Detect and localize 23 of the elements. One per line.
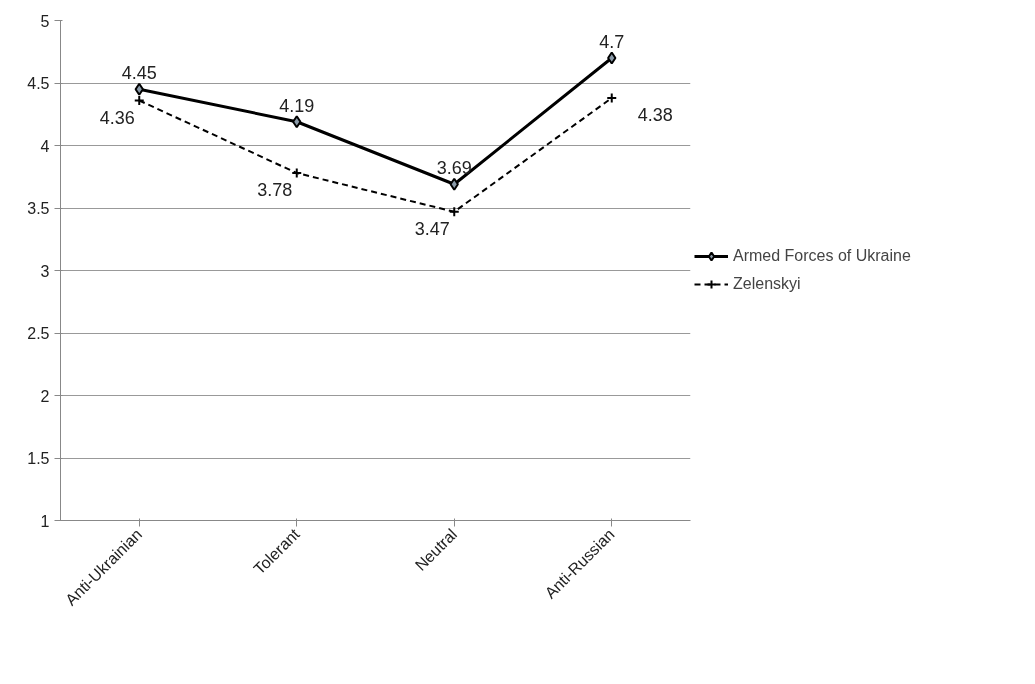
data-label: 4.45 [121, 63, 157, 84]
y-tick-label: 1 [40, 512, 50, 530]
legend-label: Armed Forces of Ukraine [733, 247, 911, 265]
y-tick-label: 3.5 [27, 200, 50, 217]
point [134, 82, 144, 96]
point [607, 51, 617, 65]
point [292, 115, 302, 129]
data-label: 3.69 [436, 158, 472, 179]
point [449, 177, 459, 191]
y-tick-label: 5 [40, 12, 50, 30]
data-label: 4.19 [279, 95, 315, 116]
data-label: 3.47 [414, 218, 450, 239]
y-tick-label: 2.5 [27, 325, 50, 342]
data-label: 4.36 [99, 107, 135, 128]
y-tick-label: 3 [40, 262, 50, 280]
data-label: 3.78 [257, 180, 293, 200]
legend-label: Zelenskyi [733, 275, 801, 293]
y-tick-label: 4.5 [27, 75, 50, 92]
y-tick-label: 4 [40, 137, 50, 155]
data-label: 4.38 [637, 105, 673, 125]
y-tick-label: 2 [40, 387, 50, 405]
data-label: 4.7 [599, 32, 625, 52]
y-tick-label: 1.5 [27, 450, 50, 467]
